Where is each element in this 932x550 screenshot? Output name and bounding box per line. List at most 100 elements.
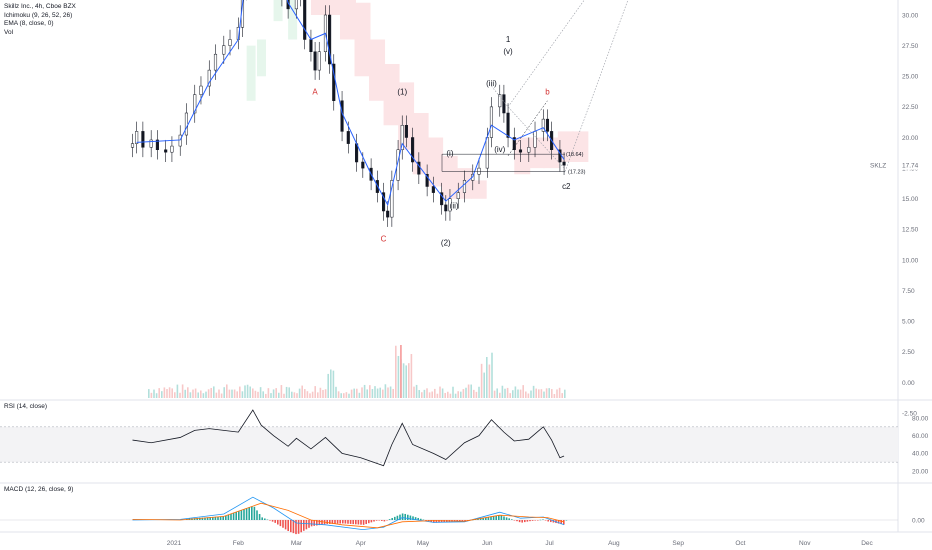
candle-body-25 bbox=[294, 0, 298, 10]
volume-bar bbox=[410, 354, 413, 398]
candle-body-46 bbox=[411, 137, 415, 163]
candle-body-13 bbox=[222, 45, 226, 55]
candle-body-52 bbox=[448, 198, 452, 212]
price-tick-label: 5.00 bbox=[902, 319, 915, 326]
macd-histogram-bar bbox=[531, 520, 534, 521]
candle-body-14 bbox=[228, 39, 232, 46]
volume-bar bbox=[506, 387, 509, 398]
time-tick-label: Feb bbox=[233, 540, 245, 547]
volume-bar bbox=[332, 370, 335, 398]
volume-bar bbox=[252, 388, 254, 398]
time-tick-label: Jul bbox=[545, 540, 554, 547]
volume-bar bbox=[231, 389, 233, 398]
price-tick-label: 7.50 bbox=[902, 288, 915, 295]
macd-tick-label: 0.00 bbox=[912, 517, 925, 524]
volume-bar bbox=[257, 391, 259, 398]
macd-histogram-bar bbox=[479, 518, 482, 520]
volume-bar bbox=[522, 385, 524, 398]
macd-histogram-bar bbox=[482, 518, 484, 520]
volume-bar bbox=[317, 392, 319, 398]
volume-bar bbox=[447, 391, 449, 398]
volume-bar bbox=[189, 392, 192, 398]
rsi-tick-label: 60.00 bbox=[912, 433, 929, 440]
volume-bar bbox=[215, 392, 218, 398]
candle-body-51 bbox=[444, 204, 448, 212]
cloud-green-2 bbox=[246, 45, 256, 101]
macd-histogram-bar bbox=[503, 516, 505, 520]
macd-histogram-bar bbox=[412, 516, 414, 520]
macd-histogram-bar bbox=[440, 520, 443, 523]
macd-histogram-bar bbox=[318, 520, 321, 526]
volume-bar bbox=[150, 392, 153, 398]
rsi-title[interactable]: RSI (14, close) bbox=[4, 403, 47, 410]
volume-bar bbox=[220, 393, 223, 398]
volume-bar bbox=[421, 392, 423, 398]
volume-bar bbox=[176, 384, 179, 398]
macd-histogram-bar bbox=[227, 514, 230, 520]
candle-body-10 bbox=[199, 85, 203, 95]
candle-body-5 bbox=[164, 149, 168, 153]
legend-symbol[interactable]: Skillz Inc., 4h, Cboe BZX bbox=[4, 3, 76, 10]
signal-line bbox=[132, 502, 565, 529]
volume-bar bbox=[241, 391, 244, 398]
macd-histogram-bar bbox=[563, 520, 565, 525]
fib-label-2: (17.23) bbox=[568, 169, 586, 175]
legend-vol[interactable]: Vol bbox=[4, 28, 14, 36]
candle-body-49 bbox=[431, 186, 435, 193]
volume-bar bbox=[467, 384, 470, 398]
macd-histogram-bar bbox=[303, 520, 305, 531]
candle-body-64 bbox=[527, 147, 531, 153]
wave-label-11: b bbox=[545, 88, 550, 97]
volume-bar bbox=[361, 387, 363, 398]
macd-histogram-bar bbox=[232, 512, 235, 520]
volume-bar bbox=[254, 390, 257, 398]
volume-bar bbox=[379, 387, 381, 398]
volume-bar bbox=[509, 393, 511, 398]
volume-bar bbox=[532, 385, 535, 398]
volume-bar bbox=[366, 389, 368, 398]
macd-histogram-bar bbox=[425, 520, 427, 521]
macd-histogram-bar bbox=[396, 515, 399, 520]
candle-body-70 bbox=[562, 161, 566, 166]
macd-histogram-bar bbox=[386, 520, 388, 521]
volume-bar bbox=[535, 388, 537, 398]
candle-body-7 bbox=[178, 134, 182, 147]
macd-histogram-bar bbox=[321, 520, 323, 525]
price-tick-label: 0.00 bbox=[902, 380, 915, 387]
last-price-box bbox=[899, 160, 930, 170]
wave-label-2: C bbox=[381, 235, 387, 244]
macd-histogram-bar bbox=[313, 520, 315, 526]
macd-histogram-bar bbox=[388, 519, 391, 520]
macd-histogram-bar bbox=[511, 519, 513, 520]
volume-bar bbox=[397, 355, 400, 398]
volume-bar bbox=[540, 389, 543, 398]
macd-histogram-bar bbox=[529, 520, 531, 522]
candle-body-4 bbox=[155, 139, 159, 150]
macd-histogram-bar bbox=[212, 516, 214, 520]
macd-histogram-bar bbox=[240, 510, 243, 520]
fib-label-1: (18.64) bbox=[566, 152, 584, 158]
grid bbox=[0, 0, 932, 533]
legend-ema[interactable]: EMA (8, close, 0) bbox=[4, 20, 54, 28]
volume-bar bbox=[207, 389, 210, 398]
macd-title[interactable]: MACD (12, 26, close, 9) bbox=[4, 486, 74, 493]
legend-ichimoku[interactable]: Ichimoku (9, 26, 52, 26) bbox=[4, 11, 73, 19]
volume-bar bbox=[166, 389, 168, 398]
macd-histogram-bar bbox=[326, 520, 328, 525]
channel-line bbox=[507, 100, 548, 157]
volume-bar bbox=[275, 388, 277, 398]
price-tick-label: 20.00 bbox=[902, 135, 919, 142]
volume-bar bbox=[382, 389, 384, 398]
cloud-red-13 bbox=[528, 137, 545, 169]
macd-histogram-bar bbox=[404, 513, 406, 520]
volume-bar bbox=[519, 389, 522, 398]
macd-histogram-bar bbox=[391, 518, 393, 520]
candle-body-50 bbox=[440, 192, 444, 206]
price-tick-label: 2.50 bbox=[902, 349, 915, 356]
volume-bar bbox=[561, 393, 563, 398]
macd-histogram-bar bbox=[222, 516, 224, 520]
macd-histogram-bar bbox=[357, 520, 360, 525]
volume-bar bbox=[415, 384, 418, 398]
wave-label-12: c bbox=[562, 182, 566, 191]
volume-bar bbox=[452, 386, 454, 398]
